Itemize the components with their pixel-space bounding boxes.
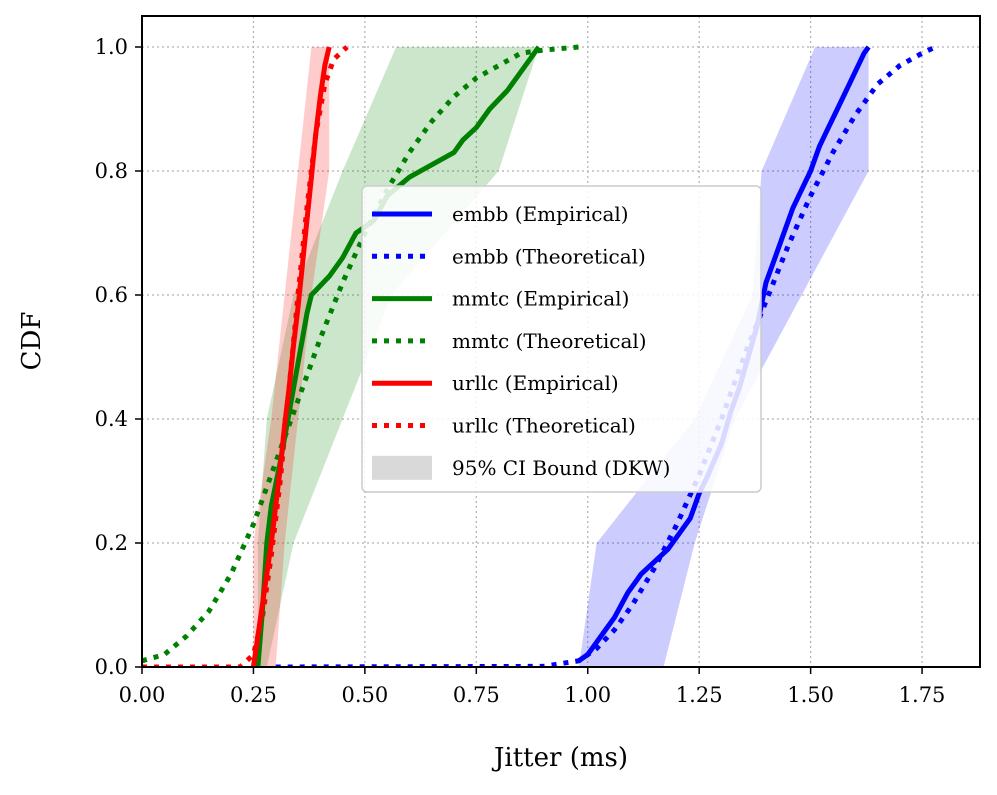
y-tick-label: 1.0 [95,35,128,59]
legend-label: mmtc (Empirical) [452,287,629,311]
x-tick-label: 1.00 [564,683,611,707]
x-tick-label: 0.25 [230,683,277,707]
series-line-layer [142,44,937,667]
y-tick-label: 0.4 [95,407,128,431]
plot-frame [141,15,981,668]
x-tick-label: 1.50 [787,683,834,707]
series-line-urllc-empirical [250,46,332,667]
x-tick-label: 0.75 [453,683,500,707]
legend-label: urllc (Theoretical) [452,414,636,438]
legend-label: mmtc (Theoretical) [452,329,647,353]
y-tick-label: 0.0 [95,655,128,679]
legend-label: urllc (Empirical) [452,371,619,395]
series-line-mmtc-theoretical [142,44,580,664]
x-tick-label: 0.00 [119,683,166,707]
legend-label: embb (Theoretical) [452,244,646,268]
legend-label: 95% CI Bound (DKW) [452,456,670,480]
y-tick-label: 0.8 [95,159,128,183]
legend: embb (Empirical) embb (Theoretical) mmtc (… [361,185,762,493]
tick-layer: 0.00 0.25 0.50 0.75 1.00 1.25 1.50 1.75 0.0 0.2 0.… [95,35,946,707]
x-axis-label: Jitter (ms) [491,743,628,773]
x-tick-label: 1.75 [899,683,946,707]
series-line-embb-theoretical [275,44,937,667]
legend-box [361,185,762,493]
y-axis-label: CDF [17,312,47,371]
y-tick-label: 0.2 [95,531,128,555]
x-tick-label: 1.25 [676,683,723,707]
legend-label: embb (Empirical) [452,202,629,226]
x-tick-label: 0.50 [341,683,388,707]
legend-swatch-ci [372,455,432,480]
y-tick-label: 0.6 [95,283,128,307]
